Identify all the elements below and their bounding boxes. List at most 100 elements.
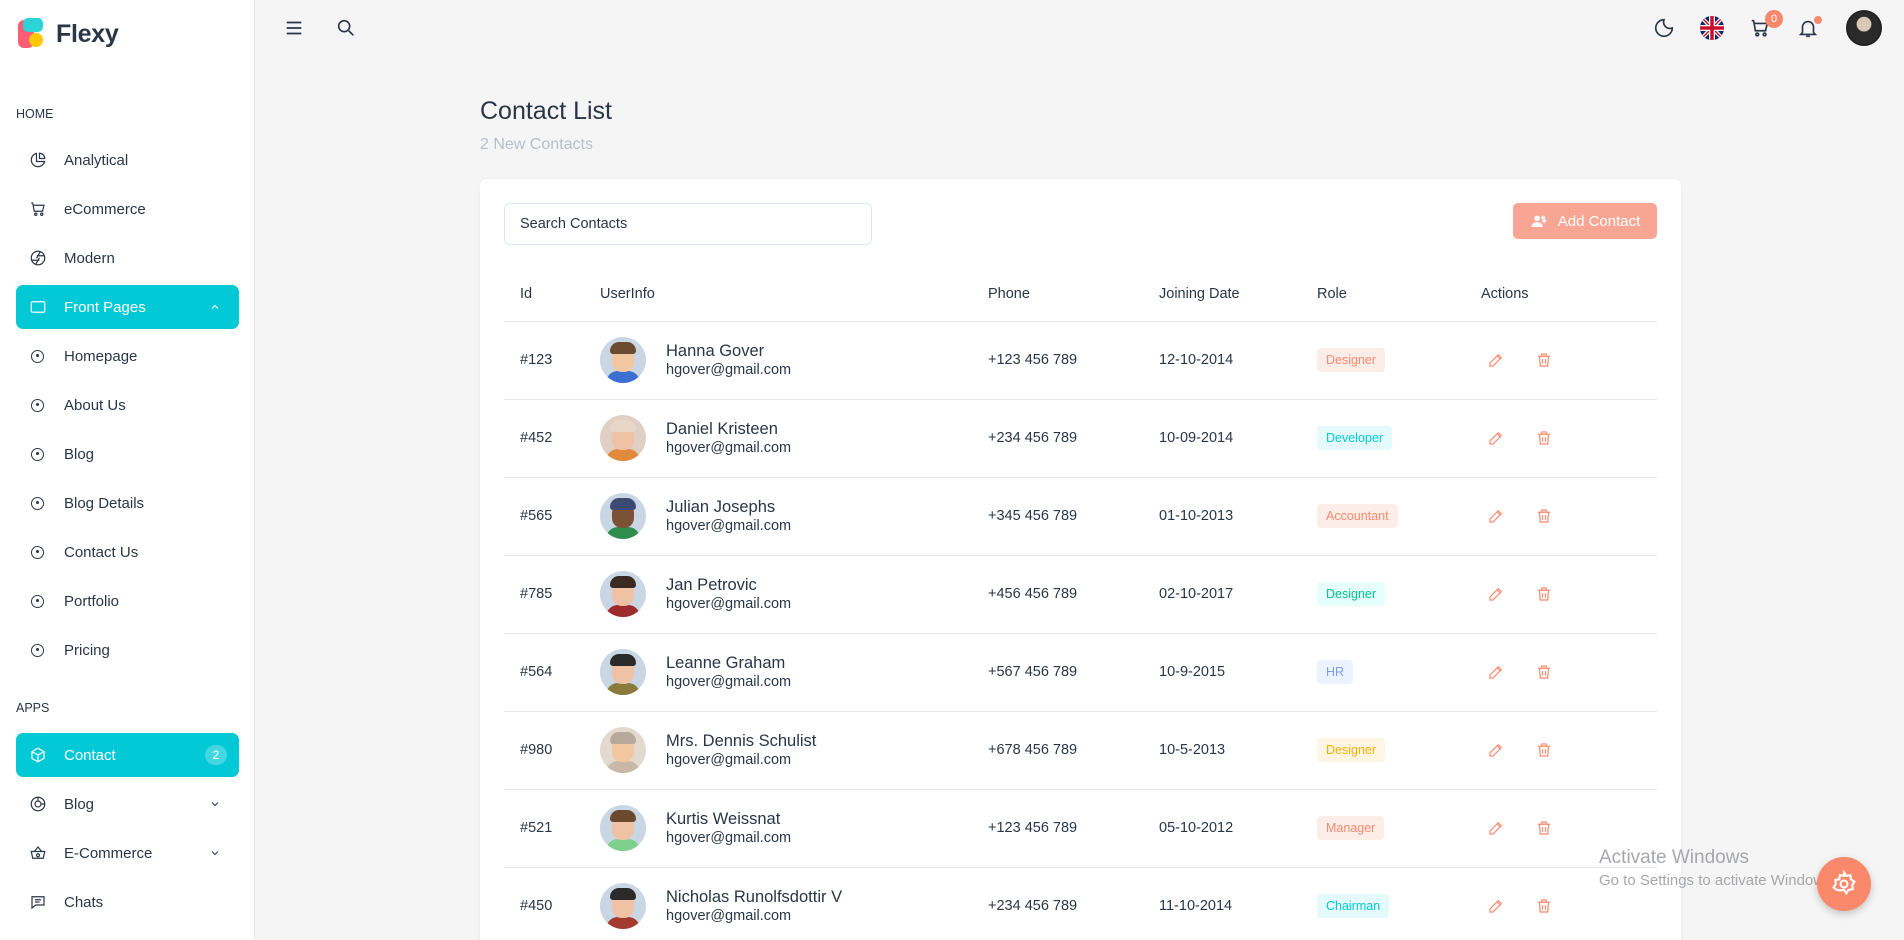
contact-userinfo: Julian Josephs hgover@gmail.com xyxy=(600,477,988,556)
basket-icon xyxy=(28,843,48,863)
language-flag-icon[interactable] xyxy=(1700,16,1724,40)
trash-icon[interactable] xyxy=(1535,741,1553,759)
table-row[interactable]: #785 Jan Petrovic hgover@gmail.com +456 … xyxy=(504,555,1657,634)
contact-email: hgover@gmail.com xyxy=(666,440,792,456)
contact-id: #123 xyxy=(504,321,600,400)
contact-email: hgover@gmail.com xyxy=(666,518,792,534)
contact-userinfo: Leanne Graham hgover@gmail.com xyxy=(600,633,988,712)
sidebar-subitem-about-us[interactable]: About Us xyxy=(16,383,239,427)
contact-actions xyxy=(1481,633,1657,712)
header-id[interactable]: Id xyxy=(504,267,600,322)
contact-role-cell: Designer xyxy=(1317,321,1481,400)
table-row[interactable]: #565 Julian Josephs hgover@gmail.com +34… xyxy=(504,477,1657,556)
sidebar-item-label: Homepage xyxy=(64,347,138,365)
nav-home: Analytical eCommerce Modern Front Pages … xyxy=(16,138,239,677)
role-badge: Designer xyxy=(1317,582,1386,606)
sidebar-item-label: eCommerce xyxy=(64,200,146,218)
sidebar-subitem-contact-us[interactable]: Contact Us xyxy=(16,530,239,574)
brand[interactable]: Flexy xyxy=(0,0,254,68)
trash-icon[interactable] xyxy=(1535,897,1553,915)
sidebar-subitem-pricing[interactable]: Pricing xyxy=(16,628,239,672)
contact-phone: +345 456 789 xyxy=(988,477,1159,556)
sidebar-item-e-commerce[interactable]: E-Commerce xyxy=(16,831,239,875)
edit-icon[interactable] xyxy=(1487,429,1505,447)
edit-icon[interactable] xyxy=(1487,663,1505,681)
sidebar-item-modern[interactable]: Modern xyxy=(16,236,239,280)
contact-email: hgover@gmail.com xyxy=(666,596,792,612)
circle-dot-icon xyxy=(31,643,44,657)
contact-id: #521 xyxy=(504,789,600,868)
role-badge: Designer xyxy=(1317,738,1386,762)
trash-icon[interactable] xyxy=(1535,429,1553,447)
trash-icon[interactable] xyxy=(1535,507,1553,525)
sidebar-subitem-portfolio[interactable]: Portfolio xyxy=(16,579,239,623)
contact-role-cell: Developer xyxy=(1317,399,1481,478)
circle-dot-icon xyxy=(31,545,44,559)
table-row[interactable]: #564 Leanne Graham hgover@gmail.com +567… xyxy=(504,633,1657,712)
trash-icon[interactable] xyxy=(1535,819,1553,837)
role-badge: Manager xyxy=(1317,816,1385,840)
table-header-row: Id UserInfo Phone Joining Date Role Acti… xyxy=(504,267,1657,322)
add-contact-button[interactable]: Add Contact xyxy=(1513,203,1657,239)
sidebar-item-label: Blog Details xyxy=(64,494,145,512)
avatar xyxy=(600,727,646,773)
sidebar-subitem-blog-details[interactable]: Blog Details xyxy=(16,481,239,525)
header-phone[interactable]: Phone xyxy=(988,267,1159,322)
contact-phone: +234 456 789 xyxy=(988,399,1159,478)
edit-icon[interactable] xyxy=(1487,585,1505,603)
table-row[interactable]: #450 Nicholas Runolfsdottir V hgover@gma… xyxy=(504,867,1657,940)
search-contacts-input[interactable] xyxy=(504,203,872,245)
trash-icon[interactable] xyxy=(1535,585,1553,603)
table-row[interactable]: #521 Kurtis Weissnat hgover@gmail.com +1… xyxy=(504,789,1657,868)
contact-userinfo: Mrs. Dennis Schulist hgover@gmail.com xyxy=(600,711,988,790)
trash-icon[interactable] xyxy=(1535,351,1553,369)
edit-icon[interactable] xyxy=(1487,819,1505,837)
contact-id: #980 xyxy=(504,711,600,790)
box-icon xyxy=(28,745,48,765)
cart-icon[interactable]: 0 xyxy=(1748,10,1783,40)
contact-name: Hanna Gover xyxy=(666,342,765,360)
sidebar-subitem-blog[interactable]: Blog xyxy=(16,432,239,476)
edit-icon[interactable] xyxy=(1487,507,1505,525)
header-userinfo[interactable]: UserInfo xyxy=(600,267,988,322)
sidebar-subitem-homepage[interactable]: Homepage xyxy=(16,334,239,378)
moon-icon[interactable] xyxy=(1652,16,1676,40)
header-joining-date[interactable]: Joining Date xyxy=(1159,267,1317,322)
contact-name: Nicholas Runolfsdottir V xyxy=(666,888,843,906)
contact-email: hgover@gmail.com xyxy=(666,752,792,768)
sidebar-item-contact[interactable]: Contact 2 xyxy=(16,733,239,777)
sidebar-item-label: Pricing xyxy=(64,641,110,659)
contact-name: Julian Josephs xyxy=(666,498,776,516)
contact-id: #565 xyxy=(504,477,600,556)
contact-id: #564 xyxy=(504,633,600,712)
header-role[interactable]: Role xyxy=(1317,267,1481,322)
circle-dot-icon xyxy=(31,398,44,412)
edit-icon[interactable] xyxy=(1487,351,1505,369)
sidebar-item-blog[interactable]: Blog xyxy=(16,782,239,826)
contact-actions xyxy=(1481,711,1657,790)
edit-icon[interactable] xyxy=(1487,897,1505,915)
bell-icon[interactable] xyxy=(1796,16,1822,40)
table-row[interactable]: #452 Daniel Kristeen hgover@gmail.com +2… xyxy=(504,399,1657,478)
table-row[interactable]: #123 Hanna Gover hgover@gmail.com +123 4… xyxy=(504,321,1657,400)
menu-icon[interactable] xyxy=(282,16,306,40)
contacts-card: Add Contact Id UserInfo Phone Joining Da… xyxy=(480,179,1681,940)
settings-fab[interactable] xyxy=(1817,857,1871,911)
nav-caption-home: HOME xyxy=(16,107,54,121)
search-icon[interactable] xyxy=(334,16,358,40)
user-avatar[interactable] xyxy=(1846,10,1882,46)
contact-role-cell: Manager xyxy=(1317,789,1481,868)
avatar xyxy=(600,649,646,695)
sidebar-item-ecommerce[interactable]: eCommerce xyxy=(16,187,239,231)
contact-role-cell: Chairman xyxy=(1317,867,1481,940)
chart-donut-icon xyxy=(28,794,48,814)
sidebar-item-chats[interactable]: Chats xyxy=(16,880,239,924)
avatar xyxy=(600,337,646,383)
topbar: 0 xyxy=(256,0,1904,58)
avatar xyxy=(600,883,646,929)
sidebar-item-front-pages[interactable]: Front Pages xyxy=(16,285,239,329)
sidebar-item-analytical[interactable]: Analytical xyxy=(16,138,239,182)
table-row[interactable]: #980 Mrs. Dennis Schulist hgover@gmail.c… xyxy=(504,711,1657,790)
trash-icon[interactable] xyxy=(1535,663,1553,681)
edit-icon[interactable] xyxy=(1487,741,1505,759)
